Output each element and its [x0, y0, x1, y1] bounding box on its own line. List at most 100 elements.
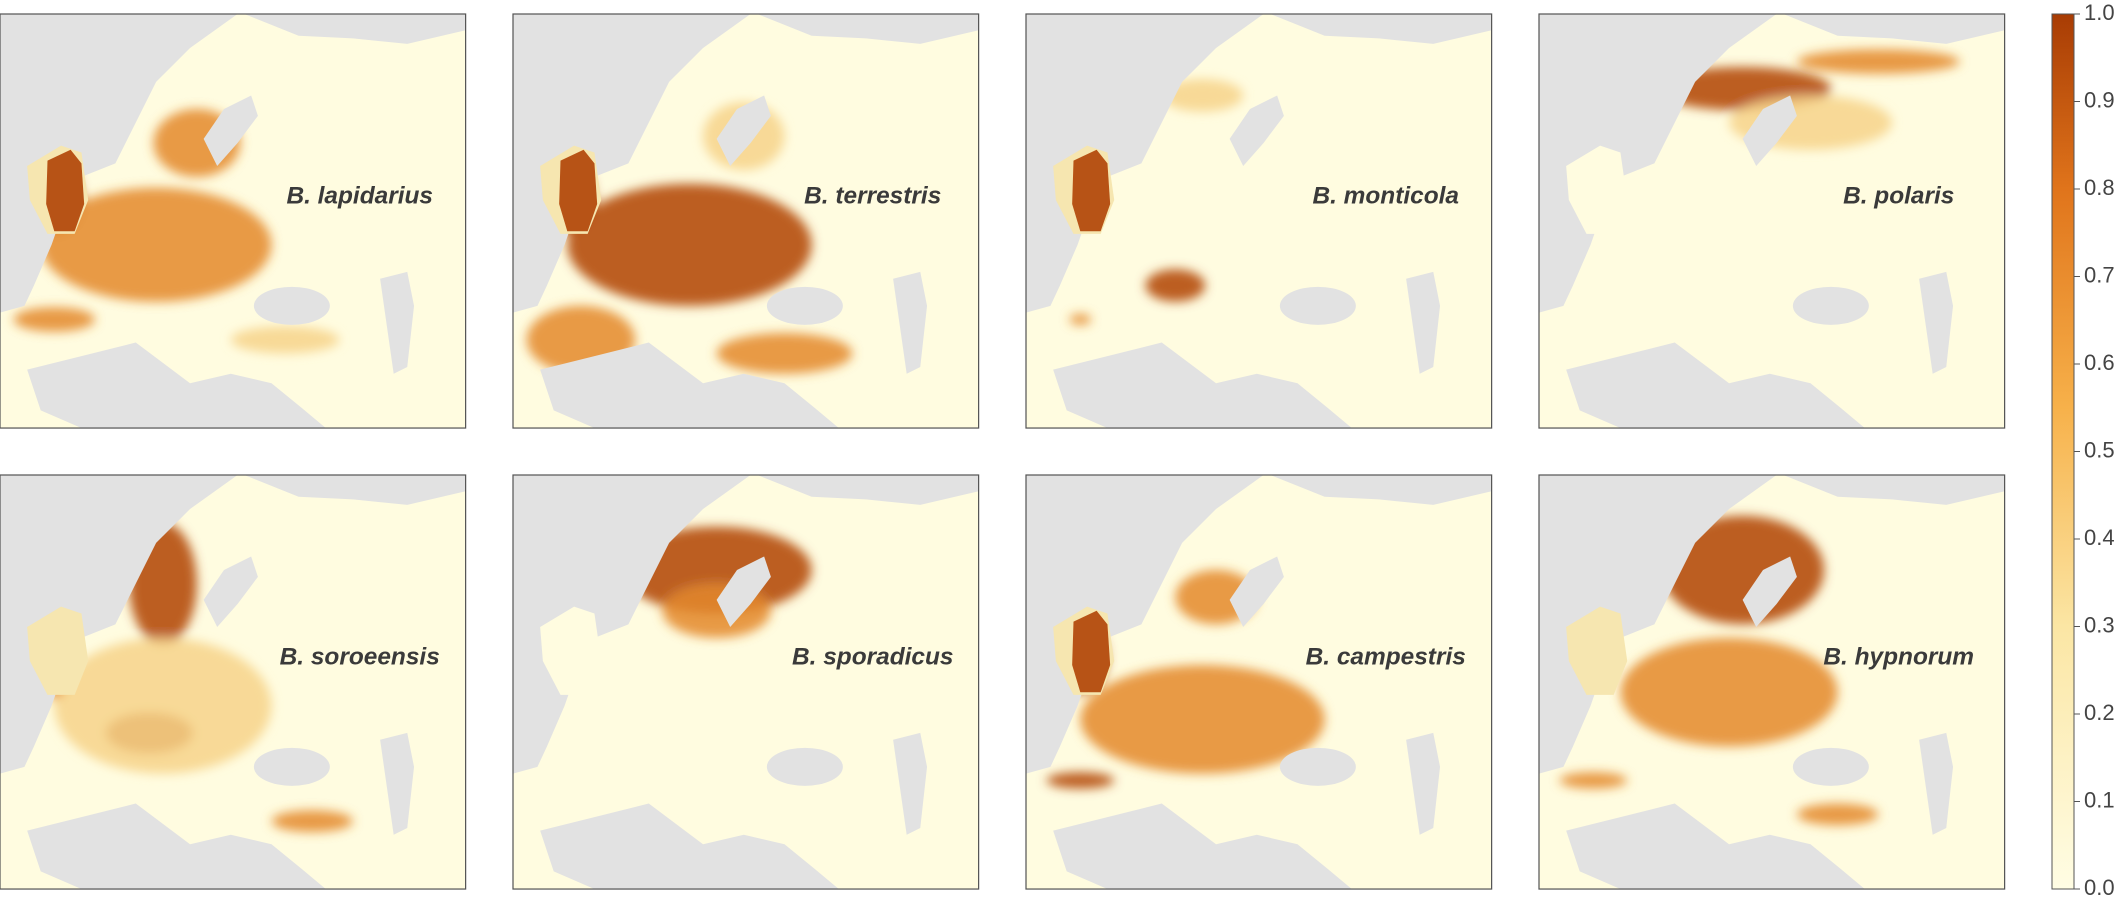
species-label: B. terrestris: [804, 183, 941, 210]
arctic: [244, 475, 466, 505]
black-sea: [766, 747, 843, 786]
heat-area: [1796, 803, 1879, 826]
ocean: [1026, 475, 1264, 774]
ocean: [513, 14, 751, 313]
caspian: [380, 271, 415, 374]
colorbar-tick-label: 0.7: [2084, 262, 2115, 287]
heat-area: [1145, 269, 1206, 302]
heat-area: [567, 183, 812, 306]
colorbar-tick-label: 0.1: [2084, 787, 2115, 812]
uk: [1566, 606, 1628, 695]
black-sea: [1792, 286, 1869, 325]
baltic: [1742, 556, 1797, 628]
baltic: [716, 95, 771, 167]
map-panel: B. lapidarius: [0, 13, 467, 429]
uk-heat: [1072, 149, 1111, 232]
heat-area: [271, 810, 353, 833]
mediterranean: [1053, 342, 1352, 429]
colorbar-tick-label: 0.5: [2084, 437, 2115, 462]
heat-area: [1161, 79, 1244, 112]
caspian: [1919, 732, 1954, 835]
mediterranean: [1566, 342, 1865, 429]
heat-area: [716, 333, 853, 374]
caspian: [380, 732, 415, 835]
colorbar-tick-label: 0.9: [2084, 87, 2115, 112]
heat-area: [13, 307, 96, 332]
map-panel: B. hypnorum: [1538, 474, 2006, 890]
heat-area: [1796, 49, 1960, 74]
heat-area: [1080, 665, 1325, 774]
colorbar-tick-label: 1.0: [2084, 0, 2115, 25]
ocean: [0, 475, 238, 774]
black-sea: [1279, 747, 1356, 786]
arctic: [1270, 14, 1492, 44]
baltic: [1229, 95, 1284, 167]
panel-border: [0, 13, 467, 429]
mediterranean: [540, 342, 839, 429]
map-body: [0, 475, 466, 890]
heat: [1559, 515, 1879, 826]
map-panel: B. terrestris: [512, 13, 980, 429]
arctic: [1270, 475, 1492, 505]
map-body: [1539, 475, 2005, 890]
arctic: [1783, 14, 2005, 44]
caspian: [1406, 732, 1441, 835]
colorbar-tick-label: 0.3: [2084, 612, 2115, 637]
mediterranean: [540, 803, 839, 890]
baltic: [716, 556, 771, 628]
ocean: [0, 14, 238, 313]
map-body: [1026, 14, 1492, 429]
heat-area: [1069, 314, 1092, 325]
baltic: [203, 556, 258, 628]
map-panel: B. sporadicus: [512, 474, 980, 890]
colorbar-tick-label: 0.0: [2084, 875, 2115, 900]
uk: [1566, 145, 1628, 234]
panel-border: [1538, 474, 2006, 890]
black-sea: [253, 747, 330, 786]
arctic: [757, 475, 979, 505]
heat-area: [1620, 637, 1838, 747]
caspian: [893, 732, 928, 835]
map-body: [1026, 475, 1492, 890]
panel-border: [512, 474, 980, 890]
panel-border: [1538, 13, 2006, 429]
baltic: [1742, 95, 1797, 167]
arctic: [244, 14, 466, 44]
heat-area: [54, 637, 272, 774]
panel-border: [1025, 13, 1493, 429]
mediterranean: [1053, 803, 1352, 890]
colorbar-tick-label: 0.8: [2084, 175, 2115, 200]
uk: [27, 606, 89, 695]
panel-border: [0, 474, 467, 890]
ocean: [1026, 14, 1264, 313]
ocean: [1539, 14, 1777, 313]
mediterranean: [27, 803, 326, 890]
caspian: [1919, 271, 1954, 374]
ocean: [1539, 475, 1777, 774]
black-sea: [1279, 286, 1356, 325]
colorbar-tick-label: 0.2: [2084, 700, 2115, 725]
mediterranean: [27, 342, 326, 429]
black-sea: [766, 286, 843, 325]
map-panel: B. soroeensis: [0, 474, 467, 890]
uk: [540, 606, 602, 695]
mediterranean: [1566, 803, 1865, 890]
map-body: [513, 475, 979, 890]
heat-area: [40, 187, 272, 302]
species-label: B. campestris: [1306, 644, 1466, 671]
colorbar-tick-label: 0.4: [2084, 525, 2115, 550]
black-sea: [1792, 747, 1869, 786]
map-panel: B. polaris: [1538, 13, 2006, 429]
baltic: [1229, 556, 1284, 628]
map-panel: B. campestris: [1025, 474, 1493, 890]
species-label: B. polaris: [1843, 183, 1954, 210]
uk-heat: [559, 149, 598, 232]
map-panel: B. monticola: [1025, 13, 1493, 429]
species-label: B. sporadicus: [792, 644, 954, 671]
map-body: [0, 14, 466, 429]
heat-area: [1046, 772, 1115, 789]
heat-area: [621, 526, 812, 614]
heat-area: [1661, 515, 1825, 625]
species-label: B. lapidarius: [286, 183, 433, 210]
heat-area: [1559, 772, 1628, 789]
